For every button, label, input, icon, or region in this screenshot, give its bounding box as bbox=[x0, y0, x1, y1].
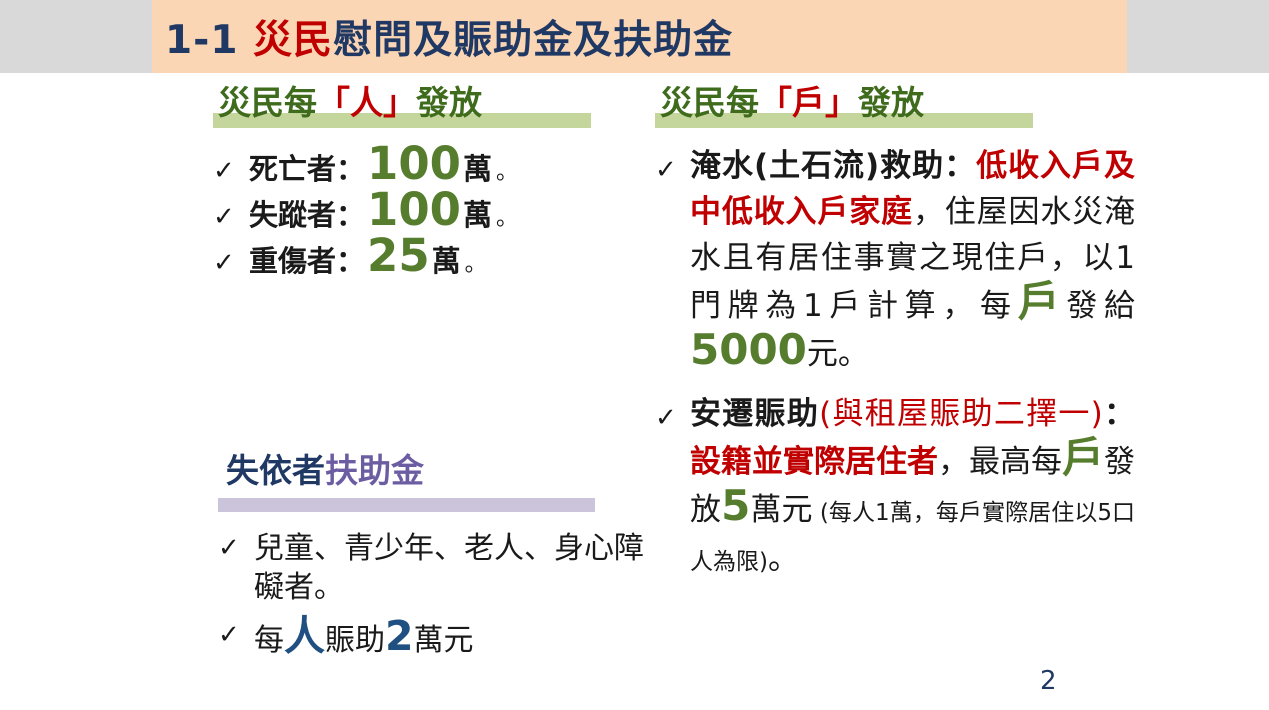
item-period: 。 bbox=[464, 252, 487, 277]
header-band: 1-1 災民慰問及賑助金及扶助金 bbox=[152, 0, 1127, 73]
relocation-period: 。 bbox=[767, 541, 799, 577]
check-icon: ✓ bbox=[655, 403, 677, 433]
flood-relief-eligible: 低收入戶及中低收入戶家庭 bbox=[690, 148, 1135, 230]
item-amount: 100 bbox=[367, 183, 461, 236]
aid-amount-post: 萬元 bbox=[413, 623, 474, 658]
relocation-body2: 發放 bbox=[690, 444, 1136, 528]
title-rest: 慰問及賑助金及扶助金 bbox=[333, 17, 734, 63]
aid-title-purple: 扶助金 bbox=[325, 451, 424, 490]
flood-relief-item: ✓ 淹水(土石流)救助：低收入戶及中低收入戶家庭，住屋因水災淹水且有居住事實之現住… bbox=[655, 143, 1135, 377]
item-unit: 萬 bbox=[431, 244, 461, 278]
per-household-heading: 災民每「戶」發放 bbox=[655, 84, 1167, 129]
aid-amount-person: 人 bbox=[284, 612, 325, 660]
page-number: 2 bbox=[1040, 666, 1057, 696]
item-label: 重傷者： bbox=[249, 244, 366, 278]
green-underline-bar bbox=[213, 113, 591, 128]
relocation-label: 安遷賑助 bbox=[690, 396, 820, 432]
relocation-paren: (與租屋賑助二擇一) bbox=[819, 396, 1103, 432]
dependents-aid-title: 失依者扶助金 bbox=[218, 450, 658, 492]
per-person-title-pre: 災民每 bbox=[218, 83, 317, 122]
check-icon: ✓ bbox=[213, 248, 235, 278]
flood-relief-body3: 元。 bbox=[806, 336, 869, 372]
relocation-body3: 萬元 bbox=[750, 492, 813, 528]
dependents-aid-list: ✓ 兒童、青少年、老人、身心障礙者。 ✓ 每人賑助2萬元 bbox=[218, 529, 658, 660]
item-label: 死亡者： bbox=[249, 152, 366, 186]
check-icon: ✓ bbox=[213, 156, 235, 186]
check-icon: ✓ bbox=[218, 533, 240, 563]
dependents-aid-section: 失依者扶助金 ✓ 兒童、青少年、老人、身心障礙者。 ✓ 每人賑助2萬元 bbox=[218, 450, 658, 669]
flood-relief-label: 淹水(土石流)救助： bbox=[690, 148, 977, 184]
green-underline-bar bbox=[655, 113, 1033, 128]
aid-amount-mid: 賑助 bbox=[325, 623, 385, 658]
check-icon: ✓ bbox=[213, 202, 235, 232]
per-household-title-red: 「戶」 bbox=[759, 83, 858, 122]
check-icon: ✓ bbox=[218, 620, 240, 650]
flood-relief-body2: 發給 bbox=[1066, 288, 1135, 324]
relocation-hu: 戶 bbox=[1062, 433, 1105, 482]
per-person-heading: 災民每「人」發放 bbox=[213, 84, 653, 129]
item-unit: 萬 bbox=[462, 152, 492, 186]
list-item-death: ✓ 死亡者： 100 萬。 bbox=[213, 141, 653, 187]
per-person-title: 災民每「人」發放 bbox=[213, 84, 653, 122]
relocation-colon: ： bbox=[1102, 396, 1136, 432]
per-household-title-post: 發放 bbox=[858, 83, 924, 122]
item-period: 。 bbox=[495, 160, 518, 185]
flood-relief-amount: 5000 bbox=[690, 325, 807, 374]
relocation-eligible: 設籍並實際居住者 bbox=[690, 444, 938, 480]
aid-item-groups: ✓ 兒童、青少年、老人、身心障礙者。 bbox=[218, 529, 654, 607]
header-corner-left bbox=[0, 0, 152, 73]
flood-relief-hu: 戶 bbox=[1017, 277, 1067, 326]
per-person-list: ✓ 死亡者： 100 萬。 ✓ 失蹤者： 100 萬。 ✓ 重傷者： 25 萬。 bbox=[213, 141, 653, 279]
relocation-body1: ，最高每 bbox=[938, 444, 1062, 480]
per-person-section: 災民每「人」發放 ✓ 死亡者： 100 萬。 ✓ 失蹤者： 100 萬。 ✓ 重傷者： 25 萬。 bbox=[213, 84, 653, 279]
per-person-title-post: 發放 bbox=[416, 83, 482, 122]
item-period: 。 bbox=[495, 206, 518, 231]
check-icon: ✓ bbox=[655, 155, 677, 185]
item-amount: 100 bbox=[367, 137, 461, 190]
aid-amount-number: 2 bbox=[385, 612, 414, 660]
relocation-amount: 5 bbox=[721, 481, 751, 530]
header: 1-1 災民慰問及賑助金及扶助金 bbox=[0, 0, 1269, 73]
item-label: 失蹤者： bbox=[249, 198, 366, 232]
flood-relief-body1: ，住屋因水災淹水且有居住事實之現住戶，以1門牌為1戶計算，每 bbox=[690, 194, 1136, 324]
aid-amount-pre: 每 bbox=[254, 623, 284, 658]
aid-item-amount: ✓ 每人賑助2萬元 bbox=[218, 616, 654, 660]
relocation-aid-item: ✓ 安遷賑助(與租屋賑助二擇一)： 設籍並實際居住者，最高每戶發放5萬元 (每人1萬… bbox=[655, 391, 1135, 585]
per-household-title: 災民每「戶」發放 bbox=[655, 84, 1167, 122]
list-item-severe-injury: ✓ 重傷者： 25 萬。 bbox=[213, 233, 653, 279]
purple-underline-bar bbox=[218, 498, 595, 512]
title-highlight: 災民 bbox=[253, 17, 334, 63]
per-household-title-pre: 災民每 bbox=[660, 83, 759, 122]
aid-title-navy: 失依者 bbox=[226, 451, 325, 490]
per-household-section: 災民每「戶」發放 ✓ 淹水(土石流)救助：低收入戶及中低收入戶家庭，住屋因水災淹水… bbox=[655, 84, 1167, 595]
title-prefix: 1-1 bbox=[165, 17, 254, 63]
aid-groups-text: 兒童、青少年、老人、身心障礙者。 bbox=[254, 531, 644, 605]
per-person-title-red: 「人」 bbox=[317, 83, 416, 122]
item-amount: 25 bbox=[367, 229, 430, 282]
item-unit: 萬 bbox=[462, 198, 492, 232]
list-item-missing: ✓ 失蹤者： 100 萬。 bbox=[213, 187, 653, 233]
header-corner-right bbox=[1127, 0, 1269, 73]
relocation-note: (每人1萬，每戶實際居住以5口人為限) bbox=[690, 500, 1136, 575]
page-title: 1-1 災民慰問及賑助金及扶助金 bbox=[165, 9, 733, 65]
